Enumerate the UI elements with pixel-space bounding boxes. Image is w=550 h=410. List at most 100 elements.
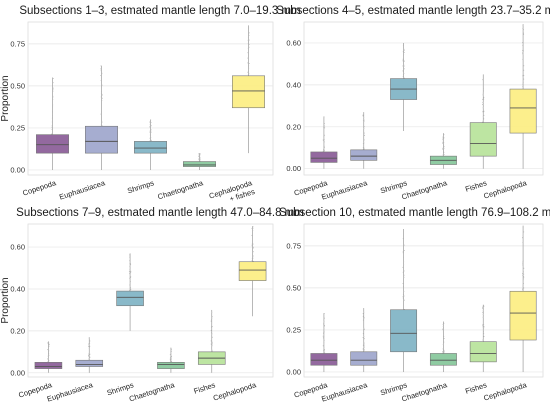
outlier-point	[402, 70, 404, 72]
y-axis-label: Proportion	[0, 75, 11, 121]
outlier-point	[482, 316, 484, 318]
outlier-point	[101, 100, 103, 102]
outlier-point	[363, 309, 365, 311]
outlier-point	[88, 344, 90, 346]
outlier-point	[403, 60, 405, 62]
outlier-point	[211, 317, 213, 319]
outlier-point	[89, 342, 91, 344]
outlier-point	[251, 228, 253, 230]
outlier-point	[363, 119, 365, 121]
outlier-point	[149, 120, 151, 122]
x-tick-label: Chaetognatha	[157, 178, 205, 201]
outlier-point	[130, 281, 131, 283]
outlier-point	[248, 63, 250, 64]
outlier-point	[211, 350, 213, 352]
box-copepoda	[310, 313, 338, 372]
outlier-point	[248, 26, 250, 28]
outlier-point	[100, 95, 102, 97]
y-tick-label: 0.00	[10, 368, 25, 377]
outlier-point	[150, 134, 152, 136]
outlier-point	[402, 251, 404, 253]
outlier-point	[482, 94, 484, 96]
outlier-point	[252, 250, 254, 252]
outlier-point	[443, 338, 445, 339]
outlier-point	[322, 345, 324, 347]
box-fishes	[197, 309, 226, 373]
outlier-point	[170, 348, 172, 350]
outlier-point	[323, 331, 325, 333]
box-euphausiacea	[350, 308, 378, 372]
outlier-point	[522, 234, 524, 236]
outlier-point	[101, 72, 103, 74]
outlier-point	[247, 42, 249, 44]
outlier-point	[523, 287, 525, 289]
outlier-point	[324, 150, 325, 152]
outlier-point	[522, 262, 524, 264]
outlier-point	[482, 92, 484, 94]
outlier-point	[363, 328, 365, 330]
outlier-point	[443, 154, 445, 155]
outlier-point	[52, 104, 54, 106]
outlier-point	[252, 251, 254, 253]
outlier-point	[523, 78, 525, 80]
outlier-point	[199, 157, 201, 159]
outlier-point	[443, 137, 445, 139]
outlier-point	[402, 294, 404, 296]
outlier-point	[211, 333, 213, 335]
outlier-point	[362, 336, 364, 338]
outlier-point	[52, 112, 53, 114]
outlier-point	[482, 339, 484, 341]
outlier-point	[100, 65, 102, 67]
outlier-point	[362, 114, 364, 116]
outlier-point	[483, 88, 484, 90]
y-tick-label: 0.50	[10, 81, 25, 90]
outlier-point	[323, 138, 325, 140]
outlier-point	[482, 117, 484, 119]
outlier-point	[88, 352, 90, 354]
y-tick-label: 0.40	[10, 284, 25, 293]
outlier-point	[403, 299, 405, 301]
box-cephalopoda	[232, 25, 265, 154]
outlier-point	[522, 75, 524, 77]
outlier-point	[149, 127, 151, 129]
outlier-point	[482, 115, 484, 117]
outlier-point	[442, 324, 444, 325]
outlier-point	[522, 264, 524, 266]
outlier-point	[482, 325, 484, 327]
outlier-point	[248, 28, 249, 29]
outlier-point	[247, 39, 249, 41]
outlier-point	[522, 86, 524, 87]
outlier-point	[51, 133, 53, 135]
x-tick-label: Euphausiacea	[320, 380, 369, 404]
outlier-point	[170, 360, 172, 362]
outlier-point	[482, 102, 484, 104]
y-tick-label: 0.20	[10, 326, 25, 335]
outlier-point	[88, 355, 90, 357]
chart-title: Subsections 4–5, estmated mantle length …	[276, 5, 550, 17]
outlier-point	[52, 105, 54, 107]
outlier-point	[324, 349, 326, 351]
outlier-point	[323, 145, 325, 147]
outlier-point	[129, 260, 131, 262]
outlier-point	[323, 125, 325, 127]
outlier-point	[150, 139, 152, 141]
outlier-point	[100, 80, 102, 81]
outlier-point	[48, 346, 49, 348]
outlier-point	[522, 227, 524, 229]
outlier-point	[248, 66, 250, 68]
outlier-point	[363, 342, 365, 344]
outlier-point	[323, 339, 325, 341]
box-chaetognatha	[429, 133, 457, 169]
outlier-point	[101, 111, 102, 113]
box-iqr	[469, 341, 497, 363]
outlier-point	[362, 319, 364, 321]
outlier-point	[442, 139, 444, 141]
outlier-point	[52, 96, 54, 98]
outlier-point	[323, 313, 325, 314]
outlier-point	[403, 72, 405, 74]
outlier-point	[149, 121, 151, 123]
outlier-point	[323, 144, 325, 146]
outlier-point	[251, 243, 253, 245]
box-shrimps	[134, 119, 167, 170]
outlier-point	[88, 337, 90, 339]
